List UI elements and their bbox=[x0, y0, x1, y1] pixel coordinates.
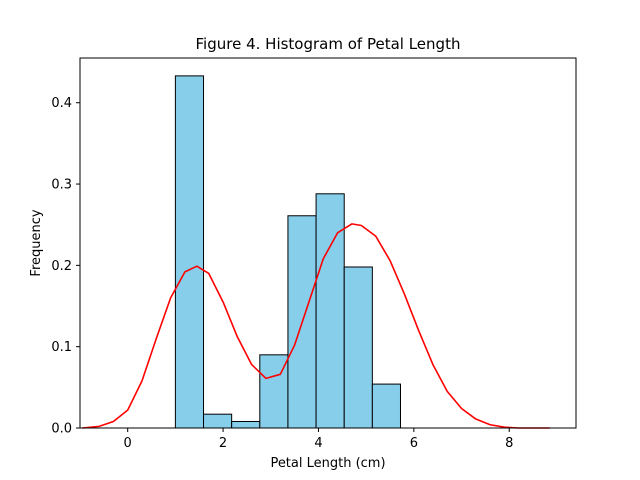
x-tick-label-3: 6 bbox=[410, 436, 418, 451]
histogram-bar-0 bbox=[174, 75, 205, 429]
histogram-bar-2 bbox=[231, 420, 261, 429]
histogram-bar-1 bbox=[203, 413, 233, 429]
kde-layer bbox=[82, 223, 550, 429]
histogram-bar-7 bbox=[371, 383, 401, 429]
histogram-bar-5 bbox=[315, 193, 345, 429]
y-tick-label-3: 0.3 bbox=[51, 178, 72, 193]
y-tick-label-0: 0.0 bbox=[51, 422, 72, 437]
y-axis-ticks: 0.0 0.1 0.2 0.3 0.4 bbox=[51, 96, 80, 437]
histogram-bar-6 bbox=[343, 266, 373, 429]
x-tick-label-1: 2 bbox=[219, 436, 227, 451]
y-tick-label-1: 0.1 bbox=[51, 340, 72, 355]
chart-title: Figure 4. Histogram of Petal Length bbox=[196, 35, 461, 53]
y-tick-label-4: 0.4 bbox=[51, 96, 72, 111]
plot-frame bbox=[79, 57, 577, 429]
x-tick-label-4: 8 bbox=[505, 436, 513, 451]
x-axis-label: Petal Length (cm) bbox=[270, 456, 385, 471]
x-axis-ticks: 0 2 4 6 8 bbox=[124, 428, 513, 451]
x-tick-label-2: 4 bbox=[314, 436, 322, 451]
bars-layer bbox=[174, 75, 401, 429]
kde-curve-line bbox=[82, 223, 550, 429]
y-axis-label: Frequency bbox=[29, 209, 44, 276]
x-tick-label-0: 0 bbox=[124, 436, 132, 451]
y-tick-label-2: 0.2 bbox=[51, 259, 72, 274]
